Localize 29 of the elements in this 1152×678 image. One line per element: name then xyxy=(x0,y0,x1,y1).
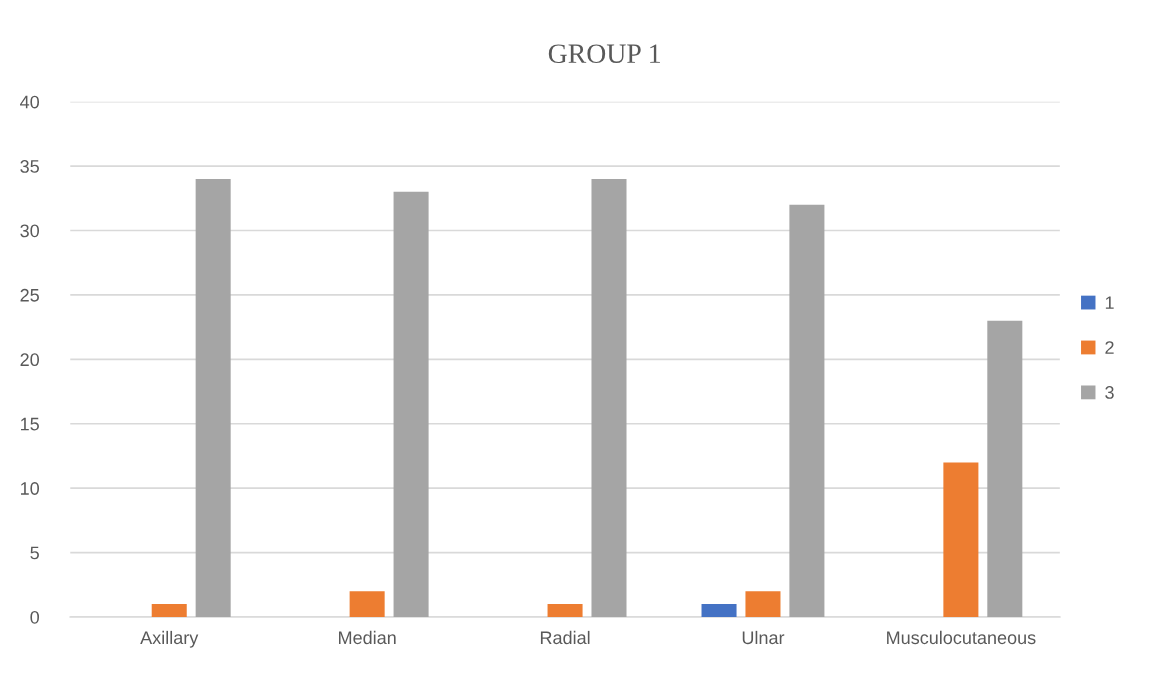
y-tick-label: 0 xyxy=(30,610,40,624)
x-tick-label: Median xyxy=(339,630,396,645)
y-tick-label: 5 xyxy=(30,546,39,560)
bar xyxy=(745,591,781,617)
bar xyxy=(943,462,979,617)
bar xyxy=(701,604,737,617)
chart-title: GROUP 1 xyxy=(548,44,660,64)
x-tick-label: Ulnar xyxy=(742,630,785,645)
legend-label: 2 xyxy=(1105,341,1114,354)
bar xyxy=(349,591,385,617)
y-tick-label: 10 xyxy=(21,482,40,495)
bar xyxy=(987,320,1023,617)
y-tick-label: 25 xyxy=(20,288,39,302)
y-tick-label: 20 xyxy=(20,353,40,367)
y-tick-label: 15 xyxy=(21,417,39,431)
y-tick-label: 40 xyxy=(20,95,40,109)
x-tick-label: Axillary xyxy=(140,630,199,648)
bar xyxy=(195,178,231,617)
bar xyxy=(789,204,825,617)
legend-label: 3 xyxy=(1105,386,1114,399)
bar xyxy=(151,604,187,617)
bar xyxy=(547,604,583,617)
y-tick-label: 35 xyxy=(20,160,39,173)
bar xyxy=(591,178,627,617)
y-tick-label: 30 xyxy=(20,224,40,238)
bar xyxy=(393,191,429,617)
legend-label: 1 xyxy=(1105,296,1114,309)
x-tick-label: Radial xyxy=(540,630,590,645)
x-tick-label: Musculocutaneous xyxy=(887,630,1036,645)
